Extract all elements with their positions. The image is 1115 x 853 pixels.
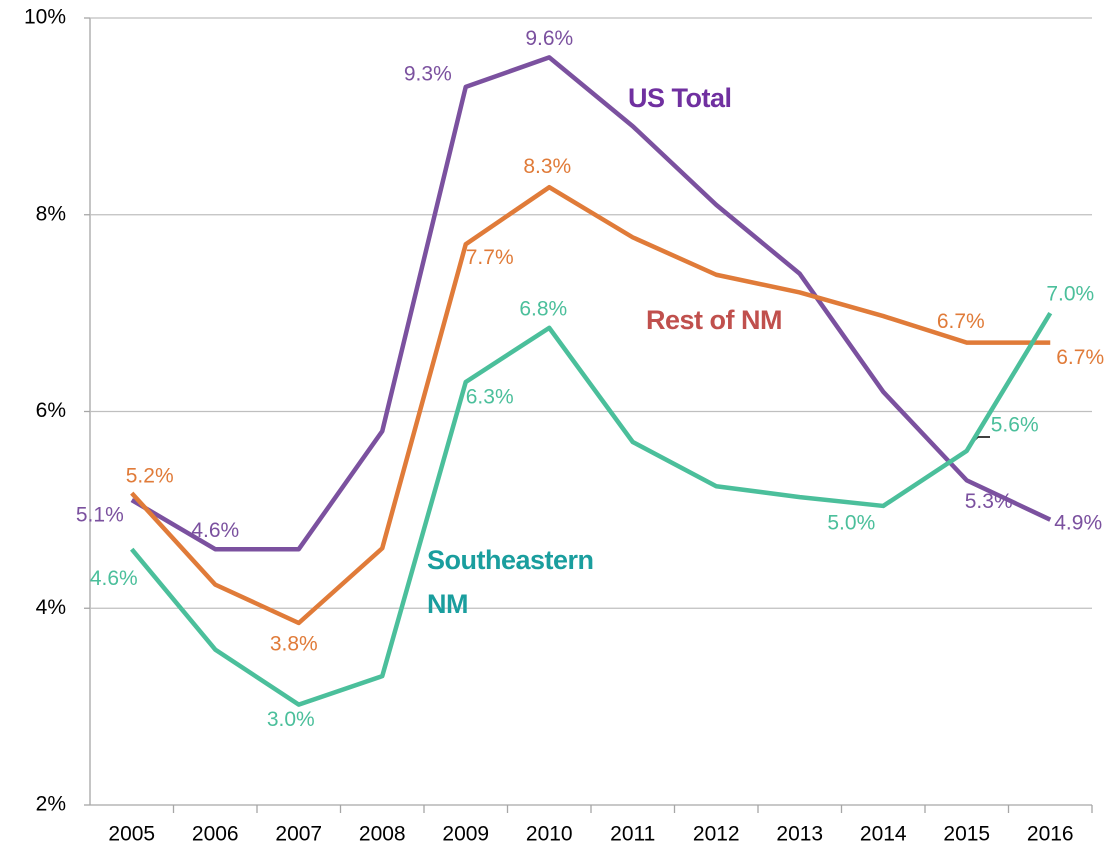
data-label: 5.3% — [965, 490, 1013, 513]
series-line — [130, 311, 1053, 707]
x-tick-label: 2005 — [108, 823, 155, 846]
y-tick-label: 8% — [36, 202, 66, 225]
series-label: US Total — [628, 83, 732, 113]
x-tick-label: 2016 — [1027, 823, 1074, 846]
x-tick-label: 2015 — [943, 823, 990, 846]
data-label: 6.8% — [519, 297, 567, 320]
data-label: 9.6% — [525, 27, 573, 50]
x-tick-label: 2008 — [359, 823, 406, 846]
x-tick-label: 2014 — [860, 823, 907, 846]
x-tick-label: 2012 — [693, 823, 740, 846]
data-label: 8.3% — [523, 155, 571, 178]
x-tick-label: 2011 — [610, 823, 655, 846]
series-label: Rest of NM — [646, 305, 783, 335]
data-label: 3.8% — [270, 633, 318, 656]
y-tick-label: 6% — [36, 399, 66, 422]
x-tick-label: 2007 — [275, 823, 322, 846]
x-tick-label: 2013 — [776, 823, 823, 846]
data-label: 5.1% — [76, 504, 124, 527]
series-line — [130, 184, 1051, 626]
data-label: 5.2% — [126, 465, 174, 488]
x-tick-label: 2009 — [442, 823, 489, 846]
data-label: 6.7% — [937, 310, 985, 333]
data-label: 6.7% — [1056, 346, 1104, 369]
x-tick-label: 2006 — [192, 823, 239, 846]
series-label: Southeastern NM — [427, 545, 594, 619]
data-label: 4.6% — [90, 567, 138, 590]
data-label: 6.3% — [466, 386, 514, 409]
data-label: 3.0% — [267, 708, 315, 731]
data-label: 4.9% — [1054, 511, 1102, 534]
data-label: 4.6% — [191, 519, 239, 542]
data-label: 5.0% — [827, 511, 875, 534]
y-tick-label: 2% — [36, 793, 66, 816]
series-line — [130, 55, 1052, 552]
data-label: 7.7% — [466, 246, 514, 269]
y-tick-label: 4% — [36, 596, 66, 619]
data-label: 5.6% — [991, 413, 1039, 436]
data-label: 7.0% — [1046, 283, 1094, 306]
data-label: 9.3% — [404, 62, 452, 85]
y-tick-label: 10% — [24, 6, 66, 29]
x-tick-label: 2010 — [526, 823, 573, 846]
